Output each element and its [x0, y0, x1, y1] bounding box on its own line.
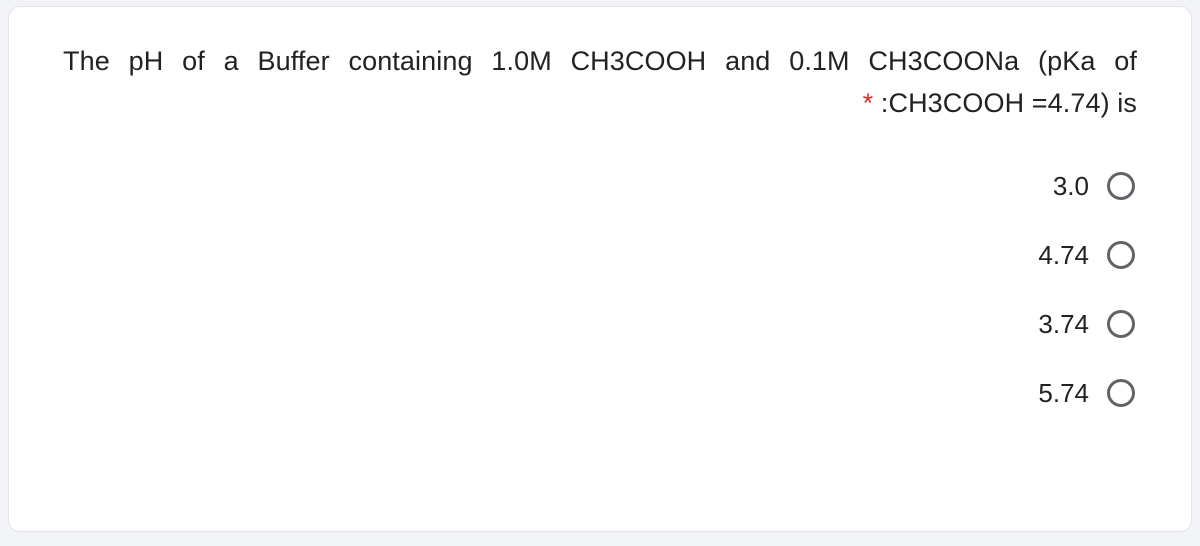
radio-icon[interactable]: [1107, 172, 1135, 200]
option-3[interactable]: 5.74: [1038, 378, 1135, 409]
radio-icon[interactable]: [1107, 241, 1135, 269]
option-0[interactable]: 3.0: [1053, 171, 1135, 202]
question-line-2-suffix: :CH3COOH =4.74) is: [881, 88, 1137, 118]
option-1[interactable]: 4.74: [1038, 240, 1135, 271]
option-label: 4.74: [1038, 240, 1089, 271]
options-group: 3.0 4.74 3.74 5.74: [63, 171, 1137, 409]
option-label: 3.0: [1053, 171, 1089, 202]
option-2[interactable]: 3.74: [1038, 309, 1135, 340]
question-card: The pH of a Buffer containing 1.0M CH3CO…: [8, 6, 1192, 532]
option-label: 5.74: [1038, 378, 1089, 409]
question-line-1: The pH of a Buffer containing 1.0M CH3CO…: [63, 41, 1137, 83]
radio-icon[interactable]: [1107, 379, 1135, 407]
question-text: The pH of a Buffer containing 1.0M CH3CO…: [63, 41, 1137, 125]
required-asterisk: *: [863, 88, 874, 118]
radio-icon[interactable]: [1107, 310, 1135, 338]
question-line-2: * :CH3COOH =4.74) is: [63, 83, 1137, 125]
option-label: 3.74: [1038, 309, 1089, 340]
